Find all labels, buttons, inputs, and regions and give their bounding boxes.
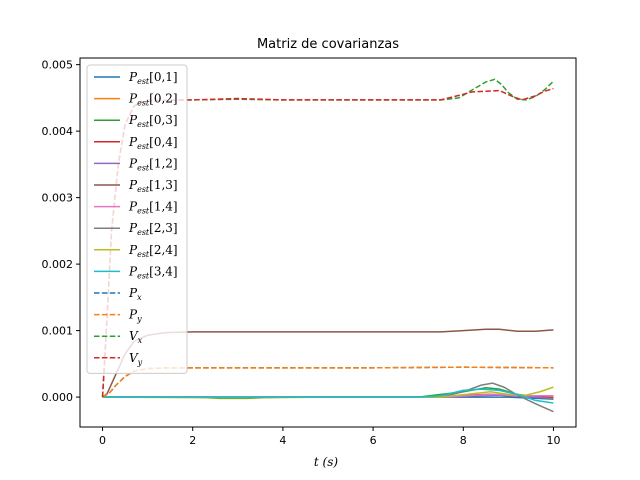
- legend-label-p-est-2-3: Pest[2,3]: [128, 221, 178, 237]
- y-tick-label: 0.004: [42, 125, 74, 138]
- legend-label-p-est-1-4: Pest[1,4]: [128, 200, 178, 216]
- legend-label-v-x: Vx: [129, 329, 143, 345]
- x-tick-label: 0: [99, 434, 106, 447]
- chart-title: Matriz de covarianzas: [257, 37, 399, 52]
- x-axis: 0 2 4 6 8 10: [99, 427, 560, 447]
- x-tick-label: 2: [189, 434, 196, 447]
- y-tick-label: 0.002: [42, 258, 74, 271]
- x-tick-label: 6: [370, 434, 377, 447]
- legend-label-p-est-0-4: Pest[0,4]: [128, 135, 178, 151]
- legend-label-p-y: Py: [128, 308, 142, 324]
- legend: Pest[0,1] Pest[0,2] Pest[0,3] Pest[0,4] Pest…: [86, 64, 188, 374]
- x-tick-label: 10: [546, 434, 560, 447]
- y-tick-label: 0.000: [42, 391, 74, 404]
- x-tick-label: 4: [279, 434, 286, 447]
- legend-label-p-est-1-2: Pest[1,2]: [128, 156, 178, 172]
- y-tick-label: 0.005: [42, 59, 74, 72]
- legend-label-p-est-0-1: Pest[0,1]: [128, 70, 178, 86]
- y-axis: 0.000 0.001 0.002 0.003 0.004 0.005: [42, 59, 80, 404]
- legend-label-v-y: Vy: [129, 351, 143, 367]
- series-line-p-y: [102, 366, 554, 398]
- legend-label-p-est-0-3: Pest[0,3]: [128, 113, 178, 129]
- y-tick-label: 0.001: [42, 325, 74, 338]
- legend-label-p-est-3-4: Pest[3,4]: [128, 264, 178, 280]
- legend-box: [86, 64, 188, 374]
- plot-frame: [79, 57, 577, 428]
- x-axis-label: t (s): [314, 455, 338, 469]
- series-line-p-est-3-4: [102, 388, 554, 404]
- legend-label-p-est-2-4: Pest[2,4]: [128, 243, 178, 259]
- legend-label-p-est-1-3: Pest[1,3]: [128, 178, 178, 194]
- legend-label-p-x: Px: [128, 286, 142, 302]
- legend-label-p-est-0-2: Pest[0,2]: [128, 92, 178, 108]
- series-line-p-est-2-3: [102, 382, 554, 413]
- y-tick-label: 0.003: [42, 192, 74, 205]
- x-tick-label: 8: [460, 434, 467, 447]
